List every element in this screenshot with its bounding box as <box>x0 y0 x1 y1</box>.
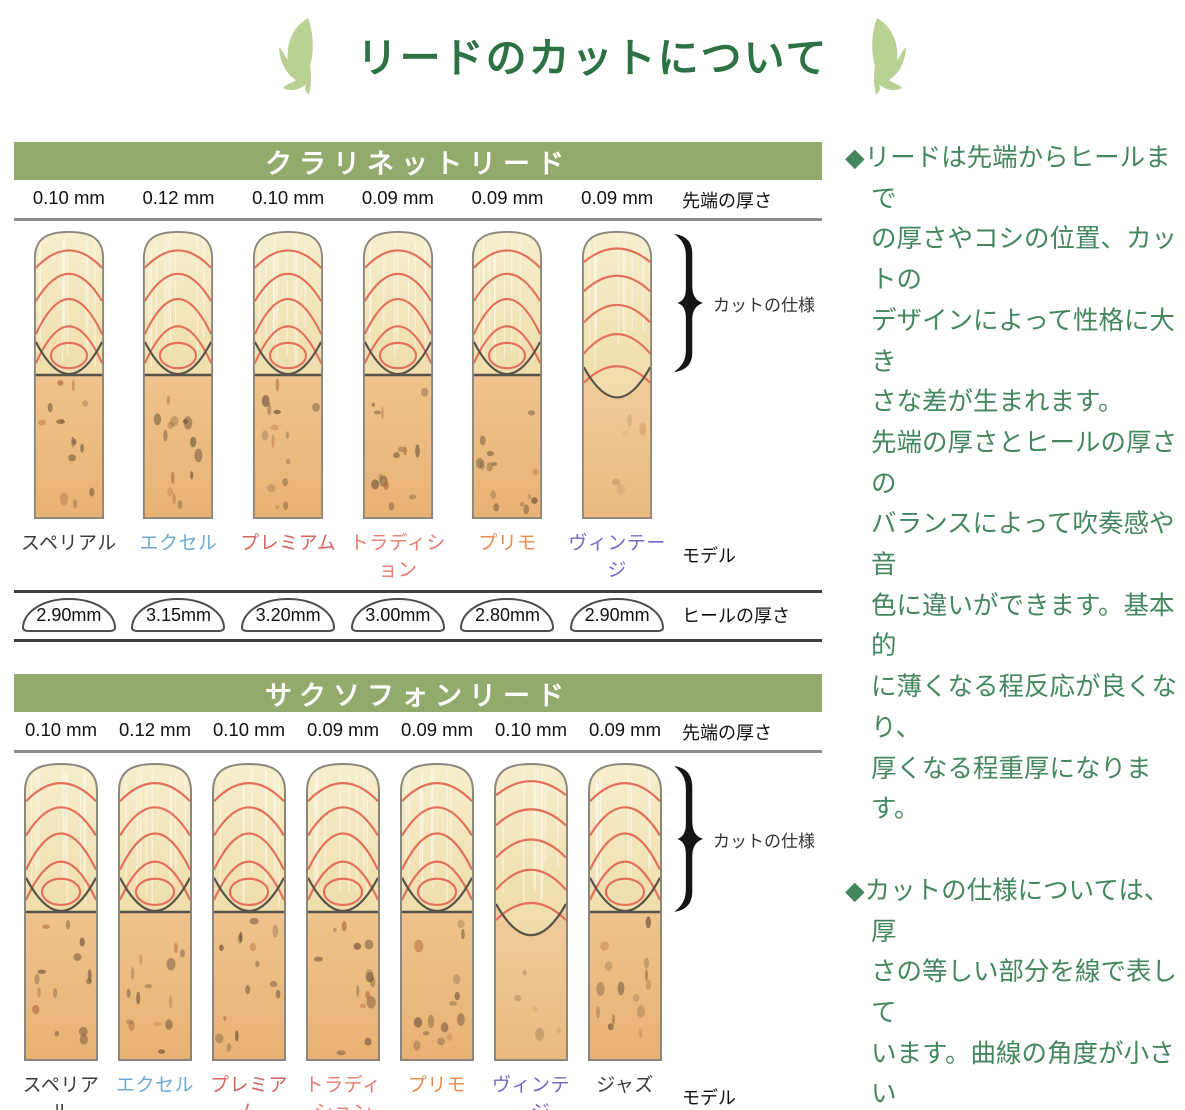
cut-spec-label: カットの仕様 <box>712 295 815 315</box>
tip-thickness-value: 0.09 mm <box>471 187 544 208</box>
reed-illustration <box>118 763 192 1061</box>
tip-thickness-value: 0.12 mm <box>119 719 191 740</box>
heel-dome: 2.90mm <box>570 598 665 632</box>
reed-saxophone-3 <box>202 761 296 1063</box>
brace-icon <box>674 233 703 373</box>
tip-thickness-value: 0.10 mm <box>495 719 567 740</box>
page-header: リードのカットについて <box>0 14 1185 94</box>
notes-column: ◆リードは先端からヒールまで の厚さやコシの位置、カットの デザインによって性格… <box>845 138 1185 1110</box>
reed-clarinet-1 <box>14 229 124 521</box>
reed-illustration <box>143 230 214 520</box>
reed-illustration <box>582 230 653 520</box>
reed-illustration <box>24 763 98 1061</box>
tip-thickness-row: 0.10 mm 0.12 mm 0.10 mm 0.09 mm 0.09 mm 0.10 … <box>14 712 822 753</box>
reed-clarinet-3 <box>233 229 343 521</box>
reed-illustration <box>306 763 380 1061</box>
heel-shape: 2.90mm <box>562 598 672 632</box>
reed-illustration <box>494 763 568 1061</box>
section-saxophone: サクソフォンリード 0.10 mm 0.12 mm 0.10 mm 0.09 mm 0.0… <box>14 674 822 1110</box>
heel-thickness-label: ヒールの厚さ <box>681 606 790 626</box>
cut-spec-callout: カットの仕様 <box>672 761 822 1063</box>
heel-shape: 3.15mm <box>124 598 234 632</box>
note-paragraph-1: ◆リードは先端からヒールまで の厚さやコシの位置、カットの デザインによって性格… <box>845 144 1178 824</box>
reed-saxophone-4 <box>296 761 390 1063</box>
tip-thickness-row: 0.10 mm 0.12 mm 0.10 mm 0.09 mm 0.09 mm 0.09 … <box>14 180 822 221</box>
tip-thickness-value: 0.09 mm <box>361 187 434 208</box>
heel-dome: 3.15mm <box>131 598 226 632</box>
reed-illustration <box>400 763 474 1061</box>
model-name: プレミアム <box>240 533 337 554</box>
heel-shape: 2.80mm <box>453 598 563 632</box>
model-name: プリモ <box>407 1075 467 1096</box>
model-name: プレミアム <box>209 1075 288 1110</box>
reed-illustration <box>588 763 662 1061</box>
heel-shape: 3.20mm <box>233 598 343 632</box>
model-name: エクセル <box>139 533 218 554</box>
tip-thickness-value: 0.12 mm <box>142 187 215 208</box>
reed-illustration <box>362 230 433 520</box>
tip-thickness-value: 0.10 mm <box>252 187 325 208</box>
reed-clarinet-5 <box>453 229 563 521</box>
section-clarinet: クラリネットリード 0.10 mm 0.12 mm 0.10 mm 0.09 mm 0.0… <box>14 142 822 642</box>
reed-illustration <box>253 230 324 520</box>
section-title-banner: クラリネットリード <box>14 142 822 180</box>
cut-spec-label: カットの仕様 <box>713 831 815 851</box>
reed-saxophone-2 <box>108 761 202 1063</box>
reed-clarinet-6 <box>562 229 672 521</box>
heel-dome: 3.00mm <box>350 598 445 632</box>
model-name: ジャズ <box>596 1075 654 1096</box>
leaf-ornament-right <box>872 18 907 94</box>
section-title-banner: サクソフォンリード <box>14 674 822 712</box>
heel-dome: 2.90mm <box>21 598 116 632</box>
reed-illustration <box>33 230 104 520</box>
model-name: スペリアル <box>20 533 117 554</box>
tip-thickness-value: 0.09 mm <box>581 187 654 208</box>
tip-thickness-label: 先端の厚さ <box>682 723 772 743</box>
tip-thickness-value: 0.09 mm <box>589 719 661 740</box>
reed-clarinet-2 <box>124 229 234 521</box>
heel-shape: 2.90mm <box>14 598 124 632</box>
reed-illustration <box>472 230 543 520</box>
model-name: スペリアル <box>22 1075 100 1110</box>
heel-dome: 2.80mm <box>460 598 555 632</box>
heel-thickness-row: 2.90mm 3.15mm 3.20mm 3.00mm 2.80mm 2.90mm ヒールの… <box>14 593 822 642</box>
diagram-area: クラリネットリード 0.10 mm 0.12 mm 0.10 mm 0.09 mm 0.0… <box>14 142 822 1110</box>
tip-thickness-value: 0.09 mm <box>401 719 473 740</box>
reed-clarinet-4 <box>343 229 453 521</box>
brace-icon <box>674 765 703 913</box>
tip-thickness-value: 0.10 mm <box>213 719 285 740</box>
leaf-ornament-left <box>278 18 313 94</box>
reed-saxophone-5 <box>390 761 484 1063</box>
model-name: エクセル <box>115 1075 194 1096</box>
page-title: リードのカットについて <box>356 35 829 81</box>
reed-saxophone-7 <box>578 761 672 1063</box>
tip-thickness-label: 先端の厚さ <box>681 191 772 211</box>
reeds-row: カットの仕様 <box>14 753 822 1063</box>
tip-thickness-value: 0.10 mm <box>25 719 97 740</box>
model-row: スペリアル エクセル プレミアム トラディション プリモ ヴィンテージ モデル <box>14 521 822 593</box>
model-name: トラディション <box>349 533 446 581</box>
model-name: トラディション <box>304 1075 382 1110</box>
heel-dome: 3.20mm <box>241 598 336 632</box>
model-name: ヴィンテージ <box>491 1075 570 1110</box>
reed-illustration <box>212 763 286 1061</box>
reeds-row: カットの仕様 <box>14 221 822 521</box>
model-label: モデル <box>682 1088 736 1108</box>
model-name: ヴィンテージ <box>568 533 666 581</box>
note-paragraph-2: ◆カットの仕様については、厚 さの等しい部分を線で表して います。曲線の角度が小… <box>845 876 1178 1109</box>
cut-spec-callout: カットの仕様 <box>672 229 822 521</box>
reed-saxophone-1 <box>14 761 108 1063</box>
model-label: モデル <box>681 546 736 566</box>
reed-saxophone-6 <box>484 761 578 1063</box>
tip-thickness-value: 0.10 mm <box>32 187 105 208</box>
tip-thickness-value: 0.09 mm <box>307 719 379 740</box>
heel-shape: 3.00mm <box>343 598 453 632</box>
model-name: プリモ <box>478 533 537 554</box>
